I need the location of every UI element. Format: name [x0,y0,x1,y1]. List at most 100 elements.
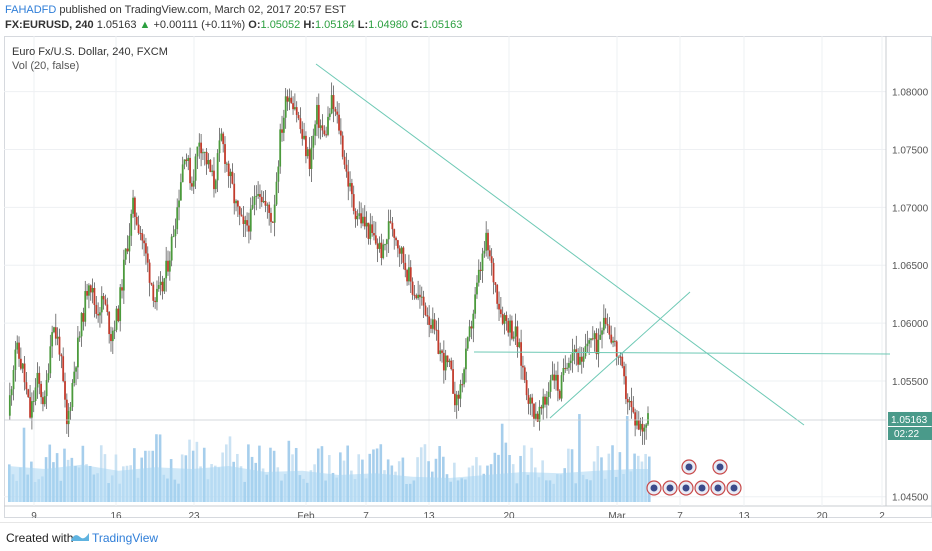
candle-down [442,352,445,371]
candle-up [481,253,484,271]
candle-up [417,294,420,299]
candle-down [95,304,98,314]
candle-up [178,200,180,208]
tradingview-brand-link[interactable]: TradingView [92,531,159,545]
candle-down [396,240,399,249]
candle-up [115,308,118,330]
candle-up [163,278,166,292]
candle-down [213,170,215,190]
event-flag-center [650,484,658,492]
candle-up [16,342,19,350]
tradingview-logo-icon[interactable] [70,529,90,545]
candle-up [275,181,278,205]
event-flag-center [682,484,690,492]
candle-up [67,410,70,425]
volume-bar [379,444,383,502]
candle-down [360,213,363,224]
candle-up [455,394,458,406]
candle-up [194,156,197,181]
candle-down [437,330,440,354]
candle-down [259,194,261,197]
y-tick-label: 1.08000 [892,88,929,99]
open-value: 1.05052 [260,19,301,31]
candle-up [100,295,103,313]
candle-down [428,316,431,325]
volume-bar [625,416,629,502]
symbol-label: FX:EURUSD, 240 [5,19,94,31]
chart-legend-title: Euro Fx/U.S. Dollar, 240, FXCM [12,46,168,58]
candle-up [84,291,87,322]
candle-down [133,197,136,217]
high-value: 1.05184 [314,19,355,31]
candle-down [402,247,405,263]
candle-up [645,424,648,428]
candle-up [279,129,282,167]
candle-up [207,160,210,165]
candle-up [420,296,423,298]
candle-down [395,237,397,241]
chart-svg[interactable]: 1.08000 1.07500 1.07000 1.06500 1.06000 1.055… [4,36,932,518]
candle-down [246,220,248,226]
candle-down [488,250,491,257]
candle-up [542,396,545,409]
chart-area[interactable]: 1.08000 1.07500 1.07000 1.06500 1.06000 1.055… [4,36,932,518]
event-flag-center [666,484,674,492]
candle-up [99,312,101,316]
candle-down [224,144,226,164]
candle-down [161,281,164,292]
candle-down [630,400,633,408]
candle-up [584,346,587,357]
candle-down [86,291,88,296]
candle-up [439,350,442,354]
candle-down [373,233,375,236]
candle-down [62,356,65,382]
x-tick-label: 20 [503,511,515,518]
candle-down [626,399,629,403]
low-value: 1.04980 [368,19,408,31]
countdown-label: 02:22 [894,429,919,440]
candle-up [534,413,537,419]
footer: Created with TradingView [0,522,932,551]
chart-header: FAHADFD published on TradingView.com, Ma… [0,0,932,36]
volume-bar [438,446,441,502]
candle-up [628,400,631,403]
candle-down [516,326,519,348]
candle-down [398,248,401,254]
candle-down [54,327,57,339]
candle-down [553,374,556,381]
candle-down [507,320,510,333]
candle-up [636,420,638,426]
candle-up [590,338,592,341]
candle-down [415,295,418,299]
high-label: H: [303,19,315,31]
candle-up [45,380,48,397]
candle-down [248,225,250,232]
candle-up [10,389,13,396]
candle-down [58,336,61,355]
candle-down [148,262,151,283]
candle-up [602,317,605,331]
candle-down [38,372,41,384]
candle-up [485,232,488,251]
candle-up [266,204,269,206]
candle-up [601,330,603,335]
candle-down [376,243,379,249]
candle-up [176,207,179,230]
candle-down [461,384,464,386]
candle-down [338,114,340,131]
candle-down [621,356,624,367]
candle-up [582,356,585,362]
candle-up [8,395,11,416]
candle-up [545,397,548,405]
candle-down [146,253,149,263]
candle-down [520,342,523,366]
candle-down [286,96,289,102]
candle-up [249,208,252,232]
author-link[interactable]: FAHADFD [5,4,57,16]
candle-up [202,152,204,154]
candle-up [310,147,313,169]
candle-down [411,281,414,295]
candle-down [450,360,453,370]
candle-down [413,294,416,296]
candle-down [391,222,394,230]
